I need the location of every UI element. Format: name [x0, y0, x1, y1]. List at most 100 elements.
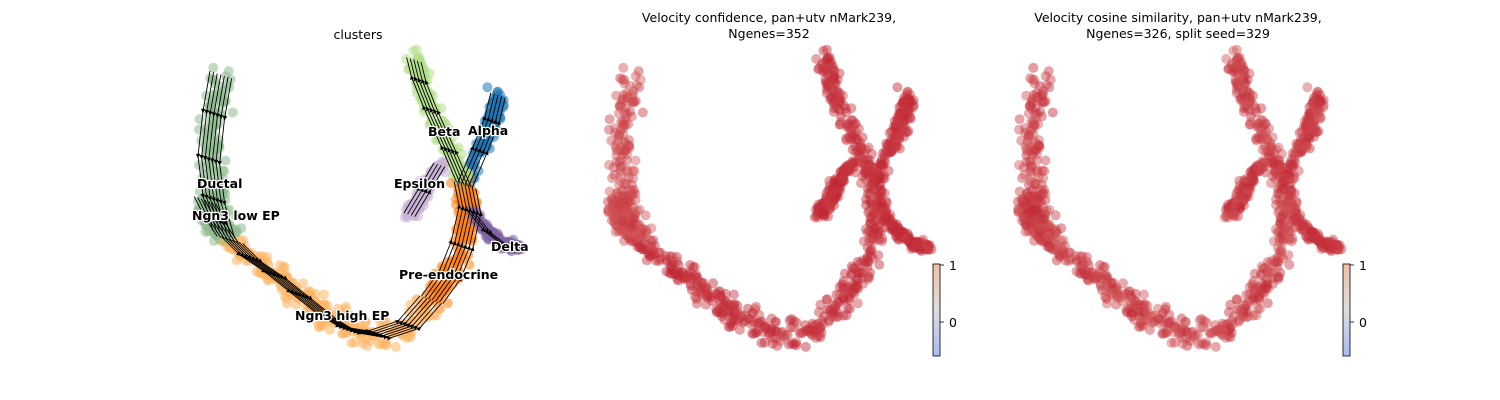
- velocity-cosine-point: [1092, 271, 1102, 281]
- cluster-point: [451, 224, 461, 234]
- velocity-cosine-point: [1248, 173, 1258, 183]
- velocity-confidence-point: [818, 205, 828, 215]
- velocity-cosine-point: [1232, 54, 1242, 64]
- velocity-confidence-point: [886, 218, 896, 228]
- velocity-cosine-point: [1278, 211, 1288, 221]
- velocity-confidence-point: [922, 240, 932, 250]
- velocity-cosine-point: [1038, 188, 1048, 198]
- cluster-point: [278, 262, 288, 272]
- cluster-point: [210, 121, 220, 131]
- velocity-cosine-point: [1248, 311, 1258, 321]
- panel1-plot: Ductal Ngn3 low EP Ngn3 high EP Pre-endo…: [192, 45, 529, 352]
- velocity-cosine-point: [1019, 213, 1029, 223]
- velocity-confidence-point: [857, 158, 867, 168]
- velocity-cosine-point: [1304, 133, 1314, 143]
- velocity-cosine-point: [1239, 98, 1249, 108]
- velocity-confidence-point: [900, 122, 910, 132]
- velocity-confidence-point: [617, 185, 627, 195]
- velocity-confidence-point: [666, 269, 676, 279]
- velocity-cosine-point: [1168, 327, 1178, 337]
- velocity-confidence-point: [868, 253, 878, 263]
- velocity-confidence-point: [819, 311, 829, 321]
- velocity-cosine-point: [1116, 293, 1126, 303]
- velocity-confidence-point: [625, 107, 635, 117]
- velocity-cosine-point: [1138, 321, 1148, 331]
- velocity-confidence-point: [848, 263, 858, 273]
- velocity-cosine-point: [1246, 117, 1256, 127]
- velocity-cosine-point: [1302, 142, 1312, 152]
- panel2-colorbar-bar: [933, 264, 940, 356]
- velocity-cosine-point: [1029, 75, 1039, 85]
- velocity-cosine-point: [1045, 243, 1055, 253]
- velocity-confidence-point: [892, 142, 902, 152]
- velocity-cosine-point: [1021, 144, 1031, 154]
- velocity-confidence-point: [851, 134, 861, 144]
- velocity-cosine-point: [1278, 253, 1288, 263]
- velocity-cosine-point: [1029, 236, 1039, 246]
- panel3-points: [1013, 45, 1347, 352]
- panel3-colorbar-label-1: 1: [1359, 258, 1367, 273]
- velocity-cosine-point: [1260, 119, 1270, 129]
- velocity-confidence-point: [791, 340, 801, 350]
- velocity-confidence-point: [846, 103, 856, 113]
- velocity-confidence-point: [641, 210, 651, 220]
- velocity-cosine-point: [1037, 166, 1047, 176]
- velocity-confidence-point: [618, 63, 628, 73]
- cluster-point: [412, 54, 422, 64]
- velocity-cosine-point: [1127, 311, 1137, 321]
- velocity-confidence-point: [835, 88, 845, 98]
- velocity-confidence-point: [833, 186, 843, 196]
- velocity-confidence-point: [768, 339, 778, 349]
- velocity-cosine-point: [1195, 315, 1205, 325]
- velocity-cosine-point: [1282, 230, 1292, 240]
- cluster-label-beta: Beta: [428, 124, 460, 139]
- velocity-confidence-point: [638, 108, 648, 118]
- velocity-cosine-point: [1256, 103, 1266, 113]
- velocity-cosine-point: [1036, 222, 1046, 232]
- cluster-point: [215, 107, 225, 117]
- velocity-cosine-point: [1164, 310, 1174, 320]
- velocity-confidence-point: [654, 256, 664, 266]
- velocity-cosine-point: [1056, 243, 1066, 253]
- velocity-confidence-point: [728, 321, 738, 331]
- velocity-confidence-point: [822, 54, 832, 64]
- velocity-confidence-point: [633, 231, 643, 241]
- velocity-cosine-point: [1039, 214, 1049, 224]
- velocity-cosine-point: [1015, 114, 1025, 124]
- velocity-cosine-point: [1250, 285, 1260, 295]
- velocity-confidence-point: [872, 230, 882, 240]
- velocity-confidence-point: [688, 262, 698, 272]
- velocity-confidence-point: [868, 211, 878, 221]
- cluster-point: [451, 200, 461, 210]
- panel2-plot: 1 0: [603, 45, 957, 356]
- velocity-cosine-point: [1286, 160, 1296, 170]
- velocity-confidence-point: [840, 285, 850, 295]
- velocity-cosine-point: [1051, 210, 1061, 220]
- velocity-confidence-point: [902, 99, 912, 109]
- velocity-confidence-point: [628, 188, 638, 198]
- velocity-confidence-point: [801, 342, 811, 352]
- panel3-plot: 1 0: [1013, 45, 1367, 356]
- velocity-confidence-point: [758, 327, 768, 337]
- velocity-cosine-point: [1076, 269, 1086, 279]
- cluster-point: [221, 71, 231, 81]
- velocity-confidence-point: [848, 279, 858, 289]
- velocity-cosine-point: [1229, 311, 1239, 321]
- panel3-colorbar: 1 0: [1343, 258, 1367, 356]
- panel2-colorbar-label-0: 0: [949, 315, 957, 330]
- velocity-cosine-point: [1273, 272, 1283, 282]
- panel2-colorbar: 1 0: [933, 258, 957, 356]
- velocity-confidence-point: [829, 299, 839, 309]
- velocity-cosine-point: [1056, 223, 1066, 233]
- cluster-point: [228, 108, 238, 118]
- velocity-confidence-point: [818, 46, 828, 56]
- panel3-colorbar-bar: [1343, 264, 1350, 356]
- velocity-cosine-point: [1035, 107, 1045, 117]
- velocity-cosine-point: [1178, 339, 1188, 349]
- velocity-cosine-point: [1064, 256, 1074, 266]
- velocity-confidence-point: [620, 121, 630, 131]
- velocity-confidence-point: [873, 169, 883, 179]
- velocity-confidence-point: [754, 310, 764, 320]
- velocity-cosine-point: [1211, 342, 1221, 352]
- velocity-cosine-point: [1239, 299, 1249, 309]
